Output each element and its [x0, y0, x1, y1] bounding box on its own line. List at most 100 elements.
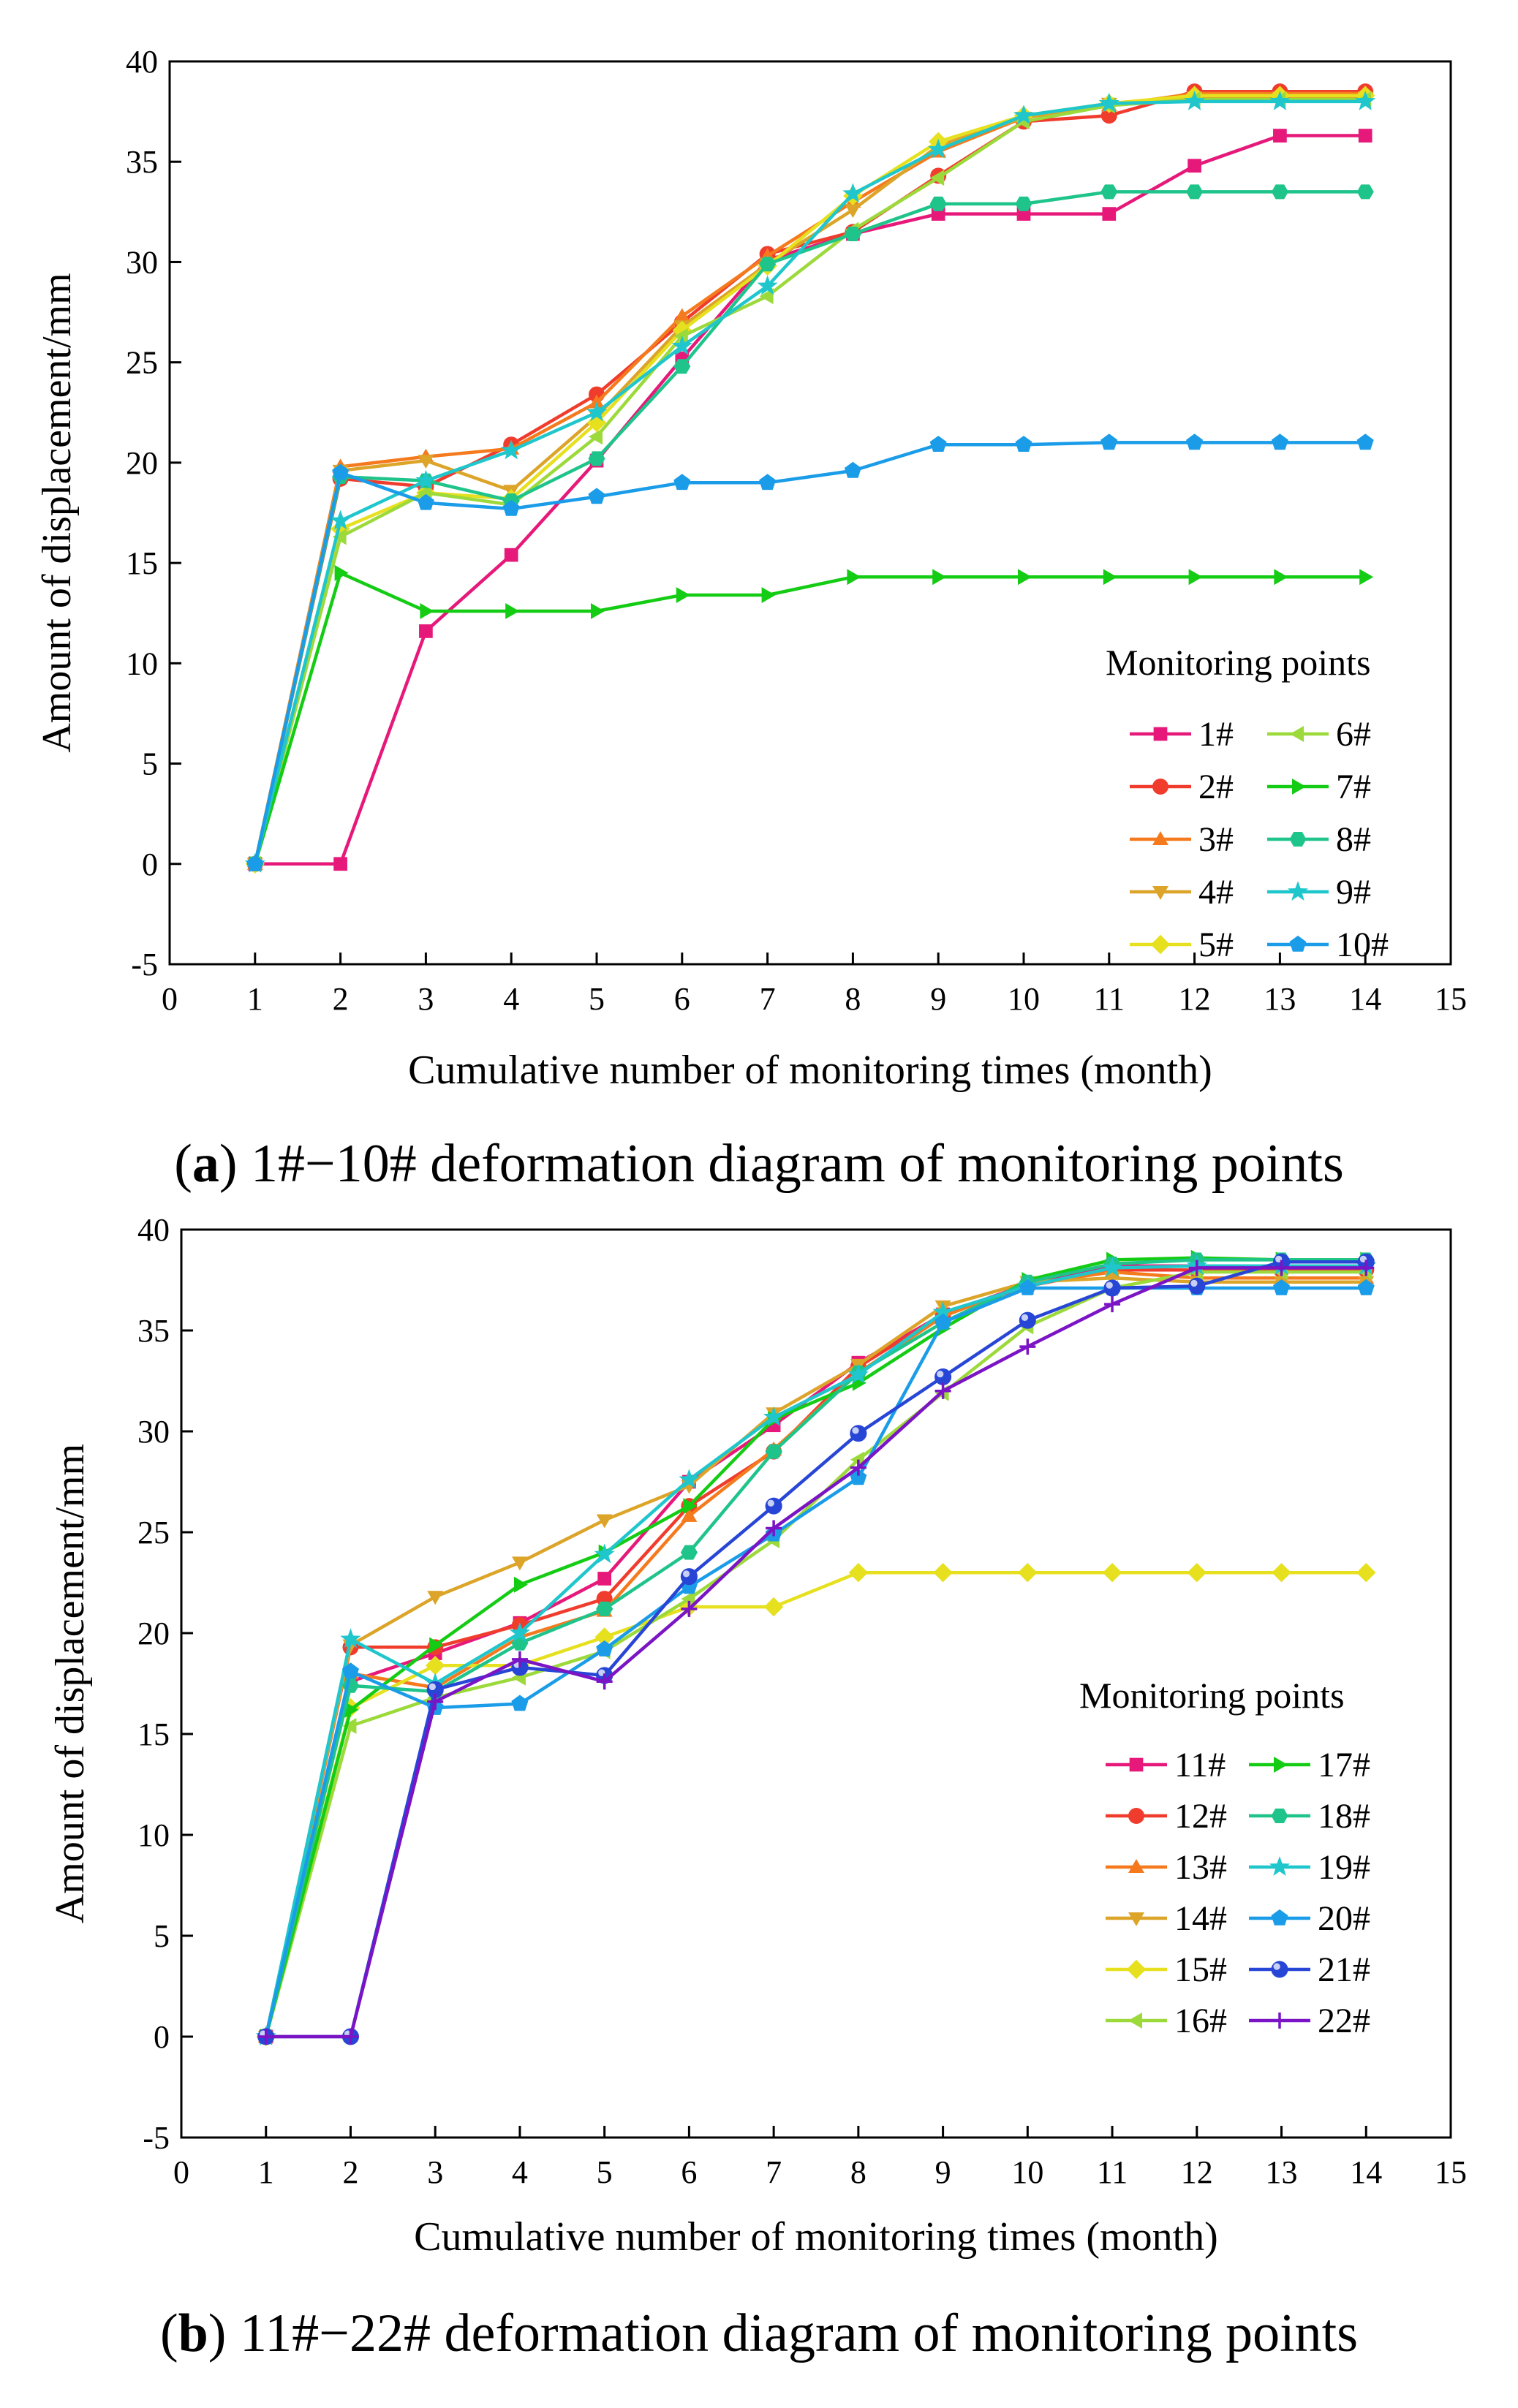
panel-a-data-point: [1358, 129, 1372, 143]
panel-b-data-point: [847, 1363, 869, 1384]
panel-b-data-point: [934, 1368, 952, 1386]
panel-b-series-line: [265, 1266, 1367, 2039]
panel-b-data-point: [765, 1444, 782, 1459]
panel-a-x-tick: 12: [1179, 953, 1211, 1017]
panel-b-x-axis-title: Cumulative number of monitoring times (m…: [414, 2214, 1218, 2260]
panel-a-data-point: [1271, 184, 1288, 200]
panel-b-series-line: [264, 1264, 1367, 2037]
panel-a-legend-label: 1#: [1198, 715, 1234, 754]
panel-b-data-point: [681, 1600, 698, 1617]
panel-a-x-tick-label: 12: [1179, 981, 1211, 1017]
panel-a-y-tick: 25: [126, 345, 181, 381]
panel-a-legend-swatch-marker: [1292, 779, 1306, 795]
panel-a-x-tick: 5: [589, 953, 605, 1017]
panel-b-series-line: [264, 1570, 1367, 2037]
panel-a-x-tick: 7: [760, 953, 776, 1017]
panel-b-data-point: [1187, 1563, 1207, 1583]
panel-a-data-point: [1100, 184, 1118, 200]
panel-a-data-point: [1269, 91, 1291, 110]
panel-b-y-tick-label: 30: [137, 1414, 170, 1450]
panel-a-y-tick-label: 35: [126, 144, 158, 180]
panel-b-x-tick: 15: [1435, 2126, 1467, 2190]
panel-b-plot-frame: [180, 1228, 1452, 2139]
panel-a-data-point: [334, 564, 349, 581]
panel-b-legend-label: 11#: [1174, 1746, 1226, 1784]
panel-a-data-point: [502, 499, 520, 516]
panel-a-legend-entry-1#: 1#: [1130, 715, 1234, 754]
panel-a-data-point: [1359, 569, 1374, 586]
panel-b-data-point: [340, 1628, 361, 1648]
panel-b-x-tick-label: 11: [1097, 2154, 1128, 2190]
panel-a-y-tick-label: 10: [126, 645, 158, 681]
panel-b-data-point-highlight: [937, 1371, 944, 1378]
panel-b-series-22#: [257, 1260, 1375, 2045]
panel-b-data-point: [596, 1640, 613, 1657]
panel-a-x-tick: 14: [1349, 953, 1381, 1017]
panel-b-legend-swatch-marker: [1126, 1959, 1147, 1980]
panel-a-data-point: [1103, 569, 1117, 586]
panel-a-legend-entry-5#: 5#: [1130, 925, 1234, 964]
panel-b-x-tick: 3: [427, 2126, 443, 2190]
panel-b-caption-text: 11#−22# deformation diagram of monitorin…: [240, 2303, 1358, 2363]
panel-a-data-point: [1013, 105, 1035, 125]
panel-b-x-tick: 8: [850, 2126, 866, 2190]
panel-b-legend-label: 22#: [1318, 2002, 1370, 2040]
panel-b-data-point: [427, 1693, 444, 1710]
panel-a-legend-entry-10#: 10#: [1267, 925, 1389, 964]
panel-a-data-point: [847, 569, 861, 586]
panel-a-x-tick-label: 5: [589, 981, 605, 1017]
panel-a-legend-swatch-marker: [1290, 726, 1304, 742]
panel-b-data-point: [1102, 1563, 1122, 1583]
panel-a-y-tick-label: 20: [126, 445, 158, 481]
panel-a-data-point: [845, 204, 861, 219]
panel-b-x-tick: 4: [512, 2126, 528, 2190]
panel-b-y-tick-label: 5: [154, 1918, 170, 1954]
panel-a-data-point: [761, 587, 776, 603]
panel-b-legend-swatch-marker-highlight: [1273, 1963, 1280, 1970]
panel-a-y-axis-title: Amount of displacement/mm: [34, 273, 80, 752]
panel-a-legend-label: 9#: [1336, 873, 1371, 912]
panel-b-x-tick-label: 10: [1011, 2154, 1043, 2190]
panel-b-legend-swatch-marker: [1128, 1859, 1144, 1873]
panel-b-data-point: [1019, 1311, 1036, 1329]
panel-a-series-line: [253, 441, 1366, 865]
panel-a-x-tick-label: 7: [760, 981, 776, 1017]
panel-b-series-line: [264, 1258, 1367, 2037]
panel-b-data-point: [1019, 1339, 1036, 1355]
panel-b-x-tick-label: 15: [1435, 2154, 1467, 2190]
panel-a-data-point: [928, 138, 949, 159]
panel-b-data-point: [427, 1591, 444, 1605]
panel-b-data-point: [763, 1597, 784, 1617]
panel-b-x-tick-label: 13: [1266, 2154, 1298, 2190]
panel-a-data-point: [415, 469, 437, 490]
panel-b-data-point: [1103, 1279, 1121, 1297]
panel-b-data-point: [934, 1382, 951, 1399]
panel-a-x-tick-label: 14: [1349, 981, 1381, 1017]
panel-b-legend-entry-15#: 15#: [1106, 1950, 1227, 1989]
panel-a-legend-entry-6#: 6#: [1267, 715, 1371, 754]
panel-b-x-tick-label: 4: [512, 2154, 528, 2190]
panel-b-data-point: [932, 1301, 954, 1322]
panel-a-legend-label: 10#: [1336, 925, 1389, 964]
panel-b-data-point: [1272, 1563, 1291, 1583]
panel-a: 0 1 2 3 4 5 6 7 8 9 10 11 12 13 14 15-50510152025303540…: [34, 44, 1467, 1194]
panel-b-legend-swatch-marker: [1269, 1856, 1291, 1876]
panel-b-y-tick: 0: [154, 2019, 193, 2055]
panel-b-legend-label: 18#: [1318, 1797, 1370, 1836]
panel-a-x-tick: 13: [1264, 953, 1296, 1017]
panel-b-data-point: [1104, 1296, 1121, 1313]
panel-b-legend-entry-21#: 21#: [1249, 1950, 1370, 1989]
panel-a-legend-label: 4#: [1198, 873, 1234, 912]
panel-b-data-point-highlight: [1190, 1279, 1198, 1287]
panel-b-y-tick: 25: [137, 1515, 193, 1551]
panel-a-data-point: [1356, 433, 1374, 450]
panel-b-data-point: [512, 1556, 528, 1571]
panel-a-data-point: [504, 548, 518, 562]
panel-b-legend-label: 12#: [1174, 1797, 1227, 1836]
panel-b-data-point-highlight: [682, 1570, 690, 1578]
panel-b-y-axis-title: Amount of displacement/mm: [48, 1444, 93, 1923]
panel-a-data-point: [1355, 91, 1376, 110]
panel-b-data-point: [1357, 1279, 1375, 1295]
panel-b-data-point: [1104, 1272, 1120, 1287]
panel-b-legend-title: Monitoring points: [1079, 1675, 1345, 1716]
